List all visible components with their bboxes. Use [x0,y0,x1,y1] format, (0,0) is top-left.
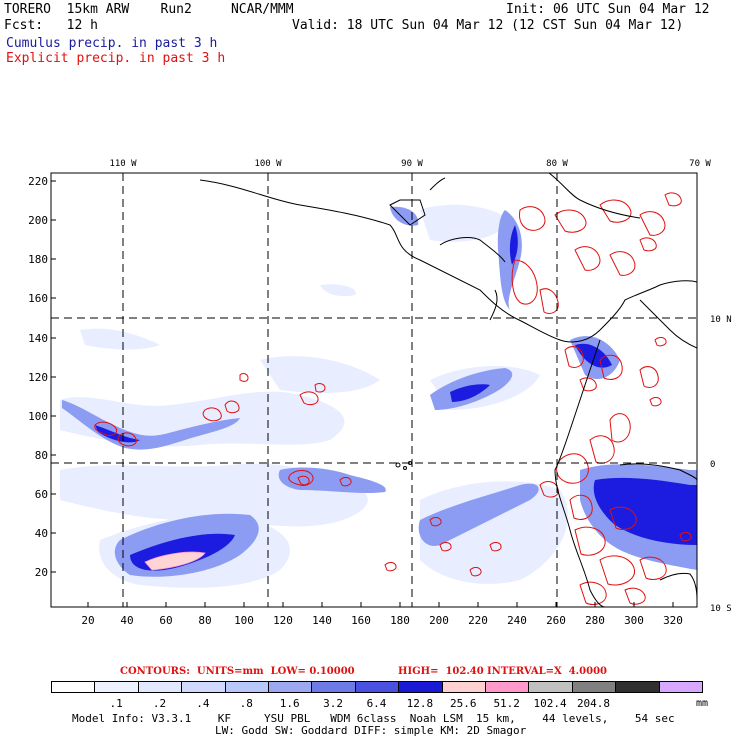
contour-units: CONTOURS: UNITS=mm LOW= 0.10000 [120,666,355,677]
coastlines [199,173,697,607]
x-tick-label: 240 [507,614,527,627]
lon-label: 70 W [689,159,711,169]
colorbar-swatch [571,681,617,693]
lon-label: 80 W [546,159,568,169]
y-tick-label: 140 [28,332,48,345]
colorbar-label: .4 [196,697,210,710]
colorbar-label: 6.4 [366,697,387,710]
x-tick-label: 180 [390,614,410,627]
y-tick-label: 200 [28,214,48,227]
lat-label: 0 [710,460,715,470]
colorbar-label: .8 [239,697,253,710]
x-tick-label: 220 [468,614,488,627]
colorbar-label: .2 [152,697,167,710]
x-tick-label: 100 [234,614,254,627]
y-tick-label: 160 [28,292,48,305]
colorbar-swatch [658,681,703,693]
colorbar-units: mm [696,698,709,709]
forecast-hour: Fcst: 12 h [4,18,98,33]
colorbar-swatch [311,681,356,693]
colorbar-label: 51.2 [493,697,520,710]
lon-label: 90 W [401,159,423,169]
contour-high: HIGH= 102.40 [398,666,484,677]
x-tick-label: 80 [198,614,211,627]
lat-lon-grid [51,173,697,607]
x-tick-label: 200 [429,614,449,627]
lat-label: 10 S [710,604,732,614]
explicit-precip-contours [94,192,692,606]
model-info-line1: Model Info: V3.3.1 KF YSU PBL WDM 6class… [72,712,675,725]
init-time: Init: 06 UTC Sun 04 Mar 12 [506,2,710,17]
y-tick-label: 180 [28,253,48,266]
colorbar-swatch [528,681,573,693]
lon-label: 110 W [109,159,137,169]
y-tick-label: 20 [35,566,48,579]
lon-label: 100 W [254,159,282,169]
y-tick-label: 80 [35,449,48,462]
colorbar-swatch [354,681,400,693]
x-tick-label: 300 [624,614,644,627]
colorbar-swatch [615,681,660,693]
colorbar-swatch [181,681,226,693]
cumulus-light-shading [60,204,568,588]
colorbar-label: 12.8 [406,697,434,710]
lat-label: 10 N [710,315,732,325]
colorbar-label: 102.4 [533,697,567,710]
y-tick-label: 40 [35,527,48,540]
x-tick-label: 260 [546,614,566,627]
colorbar-swatch [441,681,486,693]
colorbar-label: 1.6 [279,697,300,710]
x-tick-label: 320 [663,614,683,627]
colorbar-swatch [94,681,139,693]
colorbar-swatch [224,681,269,693]
colorbar-label: .1 [109,697,123,710]
x-tick-label: 120 [273,614,293,627]
colorbar-swatch [137,681,183,693]
x-tick-label: 40 [120,614,133,627]
model-info-line2: LW: Godd SW: Goddard DIFF: simple KM: 2D… [215,724,527,737]
model-title: TORERO 15km ARW Run2 NCAR/MMM [4,2,294,17]
map-frame [50,172,698,608]
x-tick-label: 140 [312,614,332,627]
y-tick-label: 120 [28,371,48,384]
cumulus-medium-shading [62,206,697,577]
colorbar-label: 204.8 [576,697,611,710]
cumulus-legend: Cumulus precip. in past 3 h [6,36,218,51]
contour-interval: INTERVAL=X 4.0000 [487,666,607,677]
y-tick-label: 60 [35,488,48,501]
peak-precip-area [144,551,206,571]
valid-time: Valid: 18 UTC Sun 04 Mar 12 (12 CST Sun … [292,18,684,33]
x-tick-label: 60 [159,614,172,627]
x-tick-label: 280 [585,614,605,627]
x-tick-label: 20 [81,614,94,627]
y-tick-label: 100 [28,410,48,423]
colorbar-swatch [268,681,313,693]
explicit-legend: Explicit precip. in past 3 h [6,51,226,66]
colorbar-swatch [51,681,96,693]
y-tick-label: 220 [28,175,48,188]
colorbar-swatch [485,681,530,693]
colorbar-label: 3.2 [323,697,344,710]
colorbar-label: 25.6 [450,697,477,710]
colorbar-swatch [398,681,443,693]
x-tick-label: 160 [351,614,371,627]
